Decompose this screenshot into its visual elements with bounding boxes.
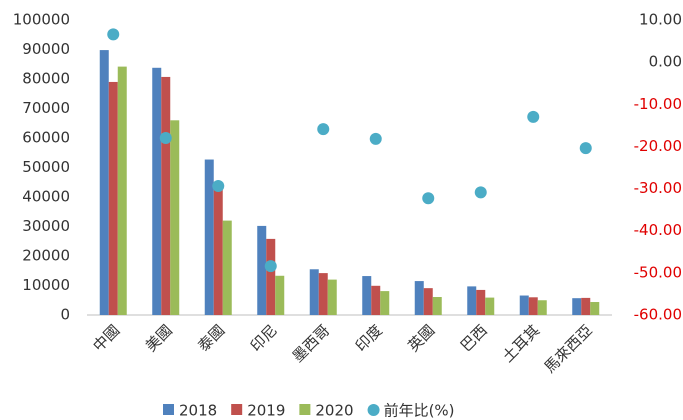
bar — [204, 159, 214, 315]
bar — [371, 285, 381, 315]
bar — [152, 67, 162, 315]
bar — [528, 297, 538, 315]
bar — [467, 286, 477, 315]
legend-label: 2018 — [179, 402, 217, 420]
bar — [213, 188, 223, 315]
bar — [519, 295, 529, 315]
bar — [362, 276, 372, 315]
bar — [309, 269, 319, 315]
y2-tick-label: 0.00 — [649, 53, 682, 71]
y-tick-label: 10000 — [22, 276, 70, 294]
legend-label: 2020 — [315, 402, 353, 420]
legend-label: 2019 — [247, 402, 285, 420]
bar — [537, 300, 547, 315]
y2-tick-label: -20.00 — [634, 137, 682, 155]
y2-tick-label: -10.00 — [634, 95, 682, 113]
y2-tick-label: -40.00 — [634, 221, 682, 239]
bar — [222, 220, 232, 315]
x-tick-label: 印度 — [352, 321, 386, 355]
y-tick-label: 70000 — [22, 99, 70, 117]
bar — [266, 238, 276, 315]
y-tick-label: 100000 — [13, 11, 70, 29]
y-tick-label: 90000 — [22, 40, 70, 58]
x-tick-label: 英國 — [404, 321, 438, 355]
legend-swatch — [299, 404, 311, 415]
y2-tick-label: -30.00 — [634, 179, 682, 197]
x-tick-label: 中國 — [89, 321, 123, 355]
point — [579, 142, 592, 155]
y-tick-label: 40000 — [22, 188, 70, 206]
bar — [257, 225, 267, 315]
bar — [485, 297, 495, 315]
y-tick-label: 0 — [60, 306, 70, 324]
bar — [327, 279, 337, 315]
point — [107, 28, 120, 41]
y-tick-label: 60000 — [22, 129, 70, 147]
bar — [572, 298, 582, 315]
y-tick-label: 50000 — [22, 158, 70, 176]
bar — [161, 76, 171, 315]
bar — [590, 302, 600, 315]
y2-tick-label: -50.00 — [634, 263, 682, 281]
legend-label: 前年比(%) — [384, 402, 455, 420]
bar — [476, 289, 486, 315]
legend-swatch — [231, 404, 243, 415]
point — [264, 260, 277, 273]
x-tick-label: 泰國 — [194, 321, 228, 355]
legend-swatch — [367, 404, 380, 416]
x-tick-label: 馬來西亞 — [541, 321, 596, 376]
point — [369, 132, 382, 145]
bar — [99, 50, 109, 316]
bar — [414, 281, 424, 315]
x-tick-label: 土耳其 — [499, 321, 544, 366]
point — [422, 192, 435, 205]
y-tick-label: 80000 — [22, 70, 70, 88]
bar — [432, 297, 442, 315]
point — [474, 186, 487, 199]
point — [317, 123, 330, 136]
x-tick-label: 美國 — [142, 321, 176, 355]
bar — [380, 291, 390, 315]
y2-tick-label: 10.00 — [639, 11, 682, 29]
bar — [318, 273, 328, 315]
y-tick-label: 20000 — [22, 247, 70, 265]
x-tick-label: 印尼 — [247, 321, 281, 355]
y2-tick-label: -60.00 — [634, 306, 682, 324]
bar — [275, 275, 285, 315]
legend-swatch — [163, 404, 174, 415]
bar — [170, 120, 180, 315]
bar — [581, 297, 591, 315]
point — [159, 132, 172, 144]
y-tick-label: 30000 — [22, 217, 70, 235]
bar — [108, 81, 118, 315]
bar — [423, 288, 433, 315]
point — [212, 180, 225, 193]
x-tick-label: 巴西 — [457, 321, 491, 355]
x-tick-label: 墨西哥 — [289, 321, 334, 366]
bar — [117, 66, 127, 315]
point — [527, 110, 540, 123]
